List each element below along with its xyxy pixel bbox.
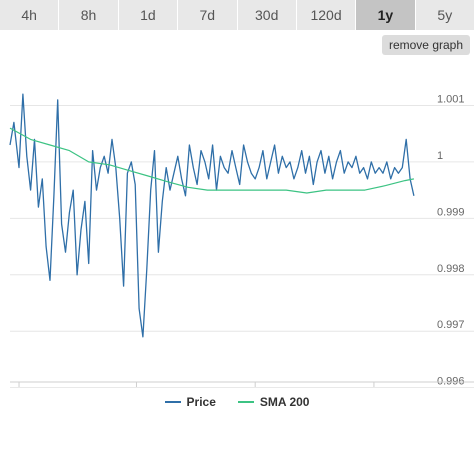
remove-graph-button[interactable]: remove graph: [382, 35, 470, 55]
tab-5y[interactable]: 5y: [415, 0, 474, 30]
y-tick-label: 0.998: [437, 263, 465, 275]
price-line-swatch-icon: [164, 401, 181, 403]
legend-label-price: Price: [186, 395, 216, 409]
tab-1y[interactable]: 1y: [356, 0, 416, 30]
y-tick-label: 1: [437, 150, 443, 162]
legend-label-sma: SMA 200: [259, 395, 310, 409]
chart-legend: Price SMA 200: [0, 392, 474, 412]
y-tick-label: 0.999: [437, 206, 465, 218]
y-tick-label: 1.001: [437, 94, 465, 106]
tab-4h[interactable]: 4h: [0, 0, 60, 30]
tab-120d[interactable]: 120d: [296, 0, 357, 30]
legend-item-price[interactable]: Price: [164, 395, 216, 409]
tab-7d[interactable]: 7d: [178, 0, 238, 30]
sma-series-line: [9, 127, 415, 194]
y-tick-label: 0.997: [437, 319, 465, 331]
tab-8h[interactable]: 8h: [59, 0, 119, 30]
price-series-line: [9, 93, 415, 338]
timeframe-tabs: 4h 8h 1d 7d 30d 120d 1y 5y: [0, 0, 474, 30]
tab-1d[interactable]: 1d: [118, 0, 179, 30]
legend-item-sma[interactable]: SMA 200: [237, 395, 310, 409]
sma-line-swatch-icon: [237, 401, 254, 403]
tab-30d[interactable]: 30d: [237, 0, 297, 30]
